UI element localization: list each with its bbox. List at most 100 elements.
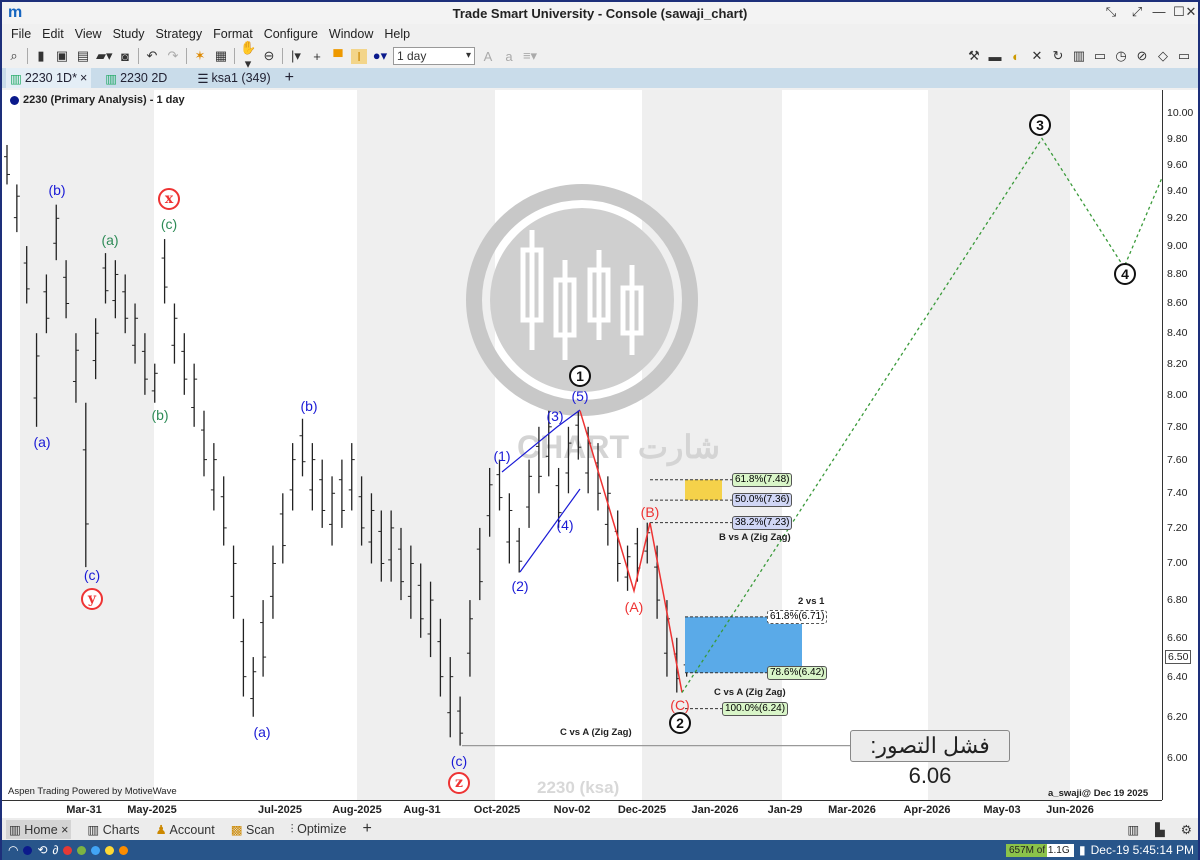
layout-icon[interactable]: ▬ <box>988 48 1002 64</box>
link-icon[interactable]: ⊘ <box>1136 48 1148 63</box>
wave-label[interactable]: (2) <box>511 578 529 594</box>
menu-format[interactable]: Format <box>213 27 253 41</box>
menu-edit[interactable]: Edit <box>42 27 64 41</box>
redo-icon[interactable]: ↷ <box>167 48 179 63</box>
fib-level-label[interactable]: 78.6%(6.42) <box>767 665 828 680</box>
trash-icon[interactable]: ▮ <box>1079 843 1086 857</box>
line-tool-icon[interactable]: |▾ <box>291 48 301 63</box>
failure-level-label[interactable]: فشل التصور: 6.06 <box>850 730 1010 788</box>
period-select[interactable]: 1 day <box>393 47 475 65</box>
wave-label[interactable]: (b) <box>48 182 66 198</box>
wave-label[interactable]: 4 <box>1114 263 1136 285</box>
tab-home[interactable]: ▥ Home × <box>6 819 72 839</box>
wave-label[interactable]: (b) <box>300 398 318 414</box>
trash-icon[interactable]: ▥ <box>1127 822 1140 837</box>
wave-label[interactable]: (1) <box>493 448 511 464</box>
tools-icon[interactable]: ⚒ <box>968 48 980 63</box>
menu-help[interactable]: Help <box>384 27 411 41</box>
wrench-icon[interactable]: ✕ <box>1031 48 1043 63</box>
settings-icon[interactable]: ⚙ <box>1180 822 1192 837</box>
wave-label[interactable]: (a) <box>33 434 51 450</box>
font-down-icon[interactable]: a <box>505 48 513 64</box>
menu-view[interactable]: View <box>74 27 102 41</box>
price-tick-label: 8.60 <box>1167 297 1188 310</box>
new-icon[interactable]: ▮ <box>37 48 45 63</box>
wave-label[interactable]: (5) <box>571 388 589 404</box>
zoom-out-icon[interactable]: ⊖ <box>263 48 275 63</box>
tag-icon[interactable]: ◇ <box>1158 48 1168 63</box>
search-icon[interactable]: ⌕ <box>10 48 18 63</box>
hand-icon[interactable]: ✋▾ <box>240 40 257 71</box>
close-tab-icon[interactable]: × <box>79 71 88 85</box>
menu-file[interactable]: File <box>11 27 32 41</box>
save-as-icon[interactable]: ▤ <box>76 48 90 63</box>
wave-label[interactable]: 2 <box>669 712 691 734</box>
range-icon[interactable]: I <box>351 48 367 64</box>
expand-icon[interactable]: ⤢ <box>1131 4 1143 19</box>
wave-label[interactable]: 1 <box>569 365 591 387</box>
crosshair-icon[interactable]: + <box>313 48 321 64</box>
clock-icon[interactable]: ◷ <box>1115 48 1127 63</box>
add-tab-button[interactable]: + <box>362 820 372 837</box>
chart-area[interactable]: CHART شارت 2230 (ksa) 2230 (Primary Anal… <box>2 90 1198 818</box>
wave-label[interactable]: y <box>81 588 103 610</box>
tab-optimize[interactable]: ⫶ Optimize <box>291 822 347 837</box>
wave-label[interactable]: x <box>158 188 180 210</box>
bar-style-icon[interactable]: ▀ <box>333 48 343 64</box>
minimize-icon[interactable]: — <box>1152 4 1166 19</box>
copy-icon[interactable]: ▙ <box>1155 822 1165 837</box>
wave-label[interactable]: (c) <box>83 567 101 583</box>
tab-scan[interactable]: ▩ Scan <box>231 822 275 837</box>
fib-level-label[interactable]: 61.8%(7.48) <box>732 472 793 487</box>
wave-label[interactable]: (A) <box>624 599 644 615</box>
open-folder-icon[interactable]: ▰▾ <box>96 48 113 63</box>
wave-label[interactable]: z <box>448 772 470 794</box>
magic-wand-icon[interactable]: ✶ <box>194 48 206 63</box>
fib-level-label[interactable]: 50.0%(7.36) <box>732 493 793 508</box>
font-up-icon[interactable]: A <box>483 48 493 64</box>
menu-study[interactable]: Study <box>112 27 145 41</box>
wave-label[interactable]: (c) <box>450 753 468 769</box>
fib-level-label[interactable]: 100.0%(6.24) <box>722 701 789 716</box>
add-tab-button[interactable]: + <box>285 69 294 87</box>
tab-ksa1[interactable]: ☰ ksa1 (349) <box>197 71 270 86</box>
shrink-icon[interactable]: ⤡ <box>1105 4 1117 19</box>
panel-icon[interactable]: ▭ <box>1093 48 1107 63</box>
close-icon[interactable]: ✕ <box>1185 4 1197 19</box>
price-axis[interactable]: 10.00 9.80 9.60 9.40 9.20 9.00 8.80 8.60 8.40 8.2… <box>1162 90 1198 800</box>
wave-label[interactable]: (3) <box>546 408 564 424</box>
wave-label[interactable]: (4) <box>556 517 574 533</box>
time-axis[interactable]: Mar-31 May-2025 Jul-2025 Aug-2025 Aug-31 Oct-… <box>2 800 1162 818</box>
price-tick-label: 7.00 <box>1167 557 1188 570</box>
calendar-icon[interactable]: ▦ <box>214 48 228 63</box>
refresh-icon[interactable]: ↻ <box>1052 48 1064 63</box>
wave-label[interactable]: (b) <box>151 407 169 423</box>
wave-label[interactable]: (B) <box>640 504 660 520</box>
wave-label[interactable]: 3 <box>1029 114 1051 136</box>
wave-label[interactable]: (a) <box>253 724 271 740</box>
wave-label[interactable]: (a) <box>101 232 119 248</box>
fib-level-label[interactable]: 61.8%(6.71) <box>767 609 828 624</box>
save-icon[interactable]: ▣ <box>55 48 69 63</box>
wave-label[interactable]: (C) <box>670 697 690 713</box>
tab-charts[interactable]: ▥ Charts <box>87 822 139 837</box>
wave-label[interactable]: (c) <box>160 216 178 232</box>
tabs-icon[interactable]: ▭ <box>1177 48 1191 63</box>
status-dot-icon <box>91 845 101 855</box>
menu-strategy[interactable]: Strategy <box>155 27 203 41</box>
fib-level-label[interactable]: 38.2%(7.23) <box>732 515 793 530</box>
maximize-icon[interactable]: ☐ <box>1173 4 1185 19</box>
tab-2230-2d[interactable]: ▥ 2230 2D <box>105 71 167 86</box>
memory-usage[interactable]: 657M of 1.1G <box>1006 843 1074 857</box>
price-plot[interactable] <box>2 90 1162 800</box>
menu-window[interactable]: Window <box>328 27 374 41</box>
tab-account[interactable]: ♟ Account <box>156 822 215 837</box>
toggle-icon[interactable]: ◐ <box>1012 48 1020 64</box>
undo-icon[interactable]: ↶ <box>146 48 158 63</box>
menu-configure[interactable]: Configure <box>263 27 318 41</box>
color-dot-icon[interactable]: ●▾ <box>372 48 388 63</box>
columns-icon[interactable]: ▥ <box>1072 48 1086 63</box>
tab-2230-1d[interactable]: ▥ 2230 1D* × <box>6 68 92 88</box>
align-icon[interactable]: ≡▾ <box>522 48 538 63</box>
camera-icon[interactable]: ◙ <box>121 48 129 64</box>
